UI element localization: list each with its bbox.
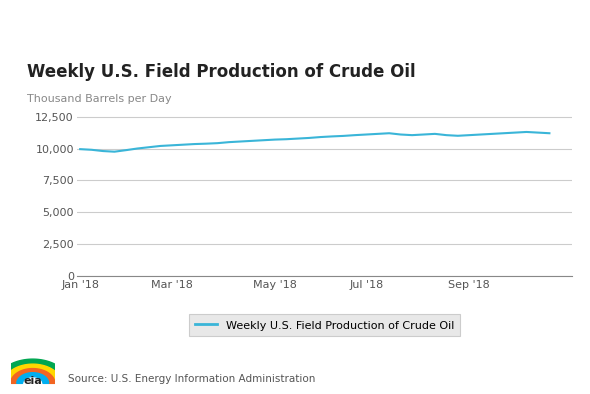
Text: Thousand Barrels per Day: Thousand Barrels per Day <box>27 94 172 104</box>
Polygon shape <box>0 359 69 383</box>
Polygon shape <box>17 373 48 383</box>
Text: eia: eia <box>24 376 42 386</box>
Polygon shape <box>11 369 55 383</box>
Legend: Weekly U.S. Field Production of Crude Oil: Weekly U.S. Field Production of Crude Oi… <box>189 314 460 336</box>
Polygon shape <box>4 364 61 383</box>
Text: Source: U.S. Energy Information Administration: Source: U.S. Energy Information Administ… <box>68 374 315 384</box>
Text: Weekly U.S. Field Production of Crude Oil: Weekly U.S. Field Production of Crude Oi… <box>27 63 416 80</box>
